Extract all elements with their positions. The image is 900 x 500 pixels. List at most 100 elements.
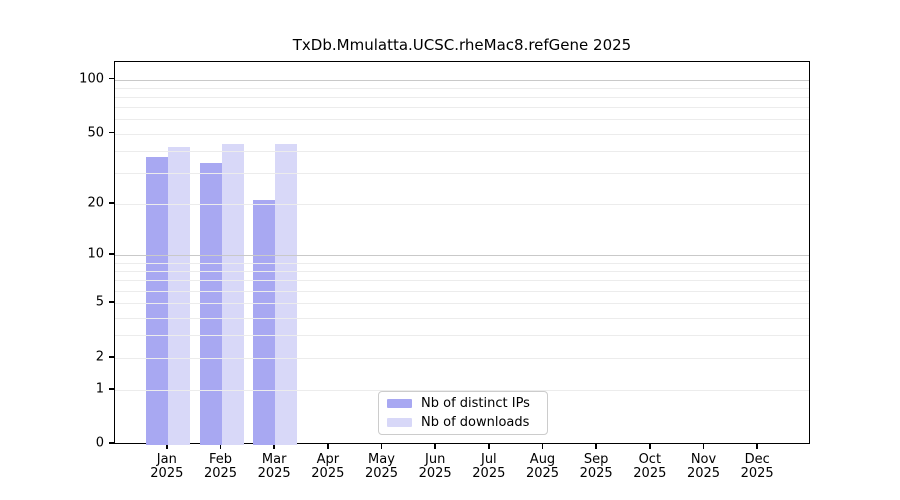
gridline-6: [115, 290, 809, 292]
xtick-mark-nov: [702, 444, 705, 449]
ytick-label-10: 10: [87, 246, 104, 262]
xtick-label-oct: Oct 2025: [633, 453, 666, 481]
gridline-100: [115, 79, 809, 81]
xtick-label-jan: Jan 2025: [150, 453, 183, 481]
ytick-mark-10: [109, 253, 114, 255]
ytick-mark-100: [109, 77, 114, 80]
xtick-mark-feb: [219, 444, 222, 449]
chart-title: TxDb.Mmulatta.UCSC.rheMac8.refGene 2025: [292, 36, 632, 54]
legend-swatch-distinct-ips: [387, 399, 412, 408]
xtick-year: 2025: [740, 466, 774, 481]
legend: Nb of distinct IPs Nb of downloads: [378, 391, 548, 435]
bar-distinct-ips-feb: [199, 163, 222, 445]
legend-label-distinct-ips: Nb of distinct IPs: [421, 396, 530, 411]
xtick-label-mar: Mar 2025: [258, 453, 291, 481]
ytick-label-20: 20: [87, 195, 104, 211]
xtick-month: Aug: [529, 452, 556, 467]
xtick-label-may: May 2025: [365, 453, 398, 481]
ytick-label-50: 50: [87, 125, 104, 141]
gridline-30: [115, 173, 809, 175]
xtick-mark-jun: [434, 444, 436, 449]
gridline-50: [115, 133, 809, 135]
gridline-90: [115, 87, 809, 89]
ytick-label-100: 100: [79, 71, 104, 86]
xtick-year: 2025: [203, 466, 238, 481]
gridline-5: [115, 303, 809, 305]
xtick-label-jun: Jun 2025: [419, 453, 452, 481]
gridline-4: [115, 317, 809, 319]
xtick-year: 2025: [311, 466, 345, 481]
bar-distinct-ips-mar: [253, 200, 276, 445]
xtick-month: Feb: [208, 452, 233, 467]
gridline-9: [115, 262, 809, 264]
xtick-month: Jun: [425, 452, 446, 467]
xtick-mark-aug: [541, 444, 544, 449]
bar-downloads-feb: [221, 143, 244, 445]
xtick-month: Jan: [156, 452, 177, 467]
xtick-month: Jul: [480, 452, 497, 467]
xtick-mark-may: [380, 444, 383, 449]
xtick-month: Mar: [261, 452, 287, 467]
xtick-year: 2025: [150, 466, 184, 481]
xtick-year: 2025: [633, 466, 667, 481]
bars-layer: [115, 62, 809, 445]
gridline-80: [115, 96, 809, 98]
xtick-mark-jan: [166, 444, 168, 449]
ytick-label-1: 1: [95, 381, 104, 397]
gridline-3: [115, 335, 809, 337]
xtick-mark-apr: [327, 444, 329, 449]
gridline-60: [115, 119, 809, 121]
xtick-label-aug: Aug 2025: [526, 453, 559, 481]
xtick-label-apr: Apr 2025: [311, 453, 344, 481]
bar-downloads-jan: [167, 147, 190, 445]
xtick-label-jul: Jul 2025: [472, 453, 505, 481]
xtick-year: 2025: [525, 466, 560, 481]
xtick-month: Nov: [690, 452, 717, 467]
xtick-label-nov: Nov 2025: [687, 453, 720, 481]
ytick-label-5: 5: [95, 294, 104, 310]
gridline-8: [115, 270, 809, 272]
ytick-mark-5: [109, 301, 114, 303]
legend-label-downloads: Nb of downloads: [421, 415, 530, 430]
legend-item-downloads: Nb of downloads: [387, 415, 539, 430]
xtick-year: 2025: [686, 466, 721, 481]
ytick-mark-0: [109, 442, 114, 444]
xtick-month: Sep: [583, 452, 609, 467]
ytick-mark-2: [109, 356, 114, 358]
gridline-40: [115, 150, 809, 152]
xtick-label-feb: Feb 2025: [204, 453, 237, 481]
grid-layer: [115, 62, 809, 443]
xtick-year: 2025: [579, 466, 613, 481]
xtick-month: Oct: [638, 452, 662, 467]
ytick-mark-20: [109, 202, 114, 204]
xtick-label-sep: Sep 2025: [580, 453, 613, 481]
ytick-label-2: 2: [95, 349, 104, 365]
xtick-mark-dec: [756, 444, 758, 449]
xtick-month: Apr: [316, 452, 340, 467]
legend-swatch-downloads: [387, 418, 412, 427]
xtick-mark-oct: [649, 444, 651, 449]
legend-item-distinct-ips: Nb of distinct IPs: [387, 396, 539, 411]
xtick-label-dec: Dec 2025: [741, 453, 774, 481]
bar-downloads-mar: [275, 143, 298, 445]
xtick-year: 2025: [257, 466, 291, 481]
xtick-mark-jul: [488, 444, 490, 449]
plot-area: [114, 61, 810, 445]
ytick-mark-50: [109, 131, 114, 134]
gridline-7: [115, 280, 809, 282]
xtick-year: 2025: [418, 466, 452, 481]
gridline-10: [115, 255, 809, 257]
ytick-label-0: 0: [95, 435, 104, 451]
ytick-mark-1: [109, 388, 114, 390]
bar-distinct-ips-jan: [145, 156, 168, 445]
xtick-year: 2025: [472, 466, 506, 481]
gridline-2: [115, 357, 809, 359]
gridline-20: [115, 203, 809, 205]
xtick-mark-mar: [273, 444, 275, 449]
gridline-70: [115, 107, 809, 109]
xtick-month: May: [368, 452, 395, 467]
xtick-mark-sep: [595, 444, 597, 449]
xtick-year: 2025: [364, 466, 399, 481]
xtick-month: Dec: [744, 452, 770, 467]
